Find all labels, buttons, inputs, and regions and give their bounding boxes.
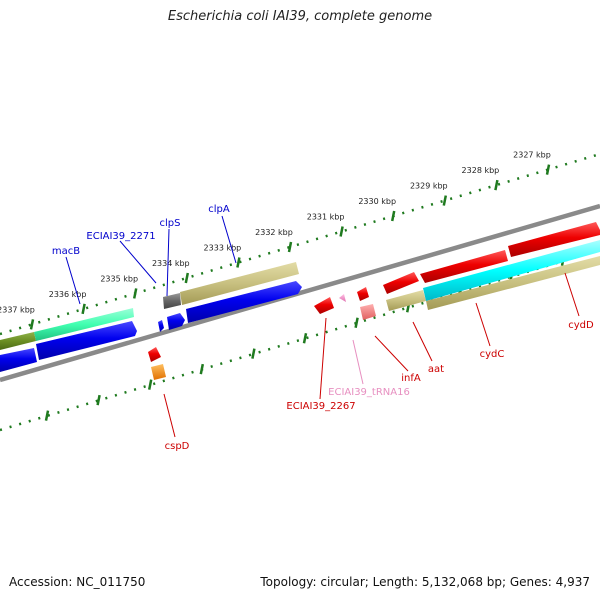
label-ECIAI39_2267[interactable]: ECIAI39_2267: [286, 401, 355, 412]
major-tick-upper: [29, 319, 35, 330]
leader-cydD: [564, 272, 580, 317]
gene-cspD-bar: [151, 364, 166, 380]
upper-tick-track: [0, 152, 600, 336]
leader-ECIAI39_2267: [319, 317, 327, 400]
tick-label: 2336 kbp: [49, 290, 87, 299]
tick-label: 2327 kbp: [513, 151, 551, 160]
gene-labels: macB ECIAI39_2271 clpS clpA cspD ECIAI39…: [52, 204, 594, 452]
tick-label: 2334 kbp: [152, 259, 190, 268]
major-tick-upper: [494, 179, 499, 191]
major-tick-upper: [545, 164, 551, 175]
gene-cydC-arrow[interactable]: [420, 250, 508, 283]
major-tick-lower: [96, 394, 101, 406]
gene-clpA-bar: [180, 262, 299, 305]
tick-label: 2332 kbp: [255, 228, 293, 237]
gene-infA-bar: [360, 304, 376, 320]
major-tick-lower: [199, 363, 205, 375]
gene-ECIAI39_2271-arrow[interactable]: [158, 320, 164, 332]
leader-ECIAI39_2271: [119, 240, 157, 284]
gene-clpS-bar: [163, 293, 181, 309]
gene-macB-arrow[interactable]: [36, 321, 137, 360]
major-tick-upper: [287, 241, 293, 253]
major-tick-upper: [81, 303, 86, 315]
label-leaders: [65, 215, 580, 438]
footer-accession: Accession: NC_011750: [9, 575, 146, 589]
reverse-genes: [148, 222, 600, 380]
tick-label: 2331 kbp: [307, 213, 345, 222]
leader-infA: [374, 335, 409, 372]
gene-clpS-arrow[interactable]: [167, 313, 185, 330]
tick-marks: 2327 kbp 2328 kbp 2329 kbp 2330 kbp 2331 kbp…: [0, 151, 566, 421]
gene-macB-bar: [34, 308, 134, 341]
major-tick-lower: [147, 379, 153, 390]
major-tick-upper: [339, 226, 344, 237]
label-clpS[interactable]: clpS: [160, 218, 181, 229]
major-tick-upper: [132, 288, 138, 299]
tick-label: 2333 kbp: [204, 243, 242, 252]
gene-green-bar: [0, 332, 36, 350]
major-tick-upper: [442, 195, 448, 206]
forward-genes: [0, 262, 302, 372]
gene-cydC-bar: [423, 240, 600, 301]
tick-label: 2328 kbp: [462, 166, 500, 175]
tick-label: 2330 kbp: [358, 197, 396, 206]
major-tick-lower: [302, 332, 308, 344]
major-tick-upper: [236, 257, 241, 268]
tick-label: 2335 kbp: [100, 274, 138, 283]
major-tick-upper: [390, 210, 396, 222]
gene-cspD-arrow[interactable]: [148, 347, 161, 362]
label-ECIAI39_tRNA16[interactable]: ECIAI39_tRNA16: [328, 387, 410, 398]
gene-ECIAI39_2267-arrow[interactable]: [314, 297, 334, 314]
major-tick-lower: [251, 348, 256, 359]
leader-aat: [412, 321, 433, 362]
gene-cydD-arrow[interactable]: [508, 222, 600, 257]
label-macB[interactable]: macB: [52, 246, 80, 257]
gene-ECIAI39_tRNA16-arrow[interactable]: [339, 294, 346, 302]
label-cydC[interactable]: cydC: [480, 349, 505, 360]
label-aat[interactable]: aat: [428, 364, 444, 375]
gene-aat-bar: [386, 290, 426, 311]
label-infA[interactable]: infA: [401, 373, 421, 384]
gene-left-arrow[interactable]: [0, 348, 37, 372]
gene-clpA-arrow[interactable]: [186, 281, 302, 323]
leader-clpS: [166, 228, 170, 297]
gene-aat-arrow[interactable]: [383, 272, 419, 294]
label-cspD[interactable]: cspD: [165, 441, 190, 452]
leader-cspD: [163, 393, 176, 438]
gene-infA-arrow[interactable]: [357, 287, 369, 301]
label-clpA[interactable]: clpA: [208, 204, 230, 215]
label-cydD[interactable]: cydD: [568, 320, 594, 331]
major-tick-upper: [184, 272, 190, 284]
tick-label: 2329 kbp: [410, 182, 448, 191]
major-tick-lower: [44, 410, 50, 421]
gene-cydD-bar: [426, 256, 600, 310]
major-tick-lower: [354, 317, 359, 328]
leader-cydC: [475, 302, 491, 347]
leader-ECIAI39_tRNA16: [352, 339, 364, 385]
label-ECIAI39_2271[interactable]: ECIAI39_2271: [86, 231, 155, 242]
genome-backbone: [0, 203, 600, 383]
footer-stats: Topology: circular; Length: 5,132,068 bp…: [260, 575, 590, 589]
page-title: Escherichia coli IAI39, complete genome: [167, 9, 433, 24]
tick-label: 2337 kbp: [0, 305, 35, 314]
leader-clpA: [221, 215, 237, 264]
leader-macB: [65, 256, 81, 305]
